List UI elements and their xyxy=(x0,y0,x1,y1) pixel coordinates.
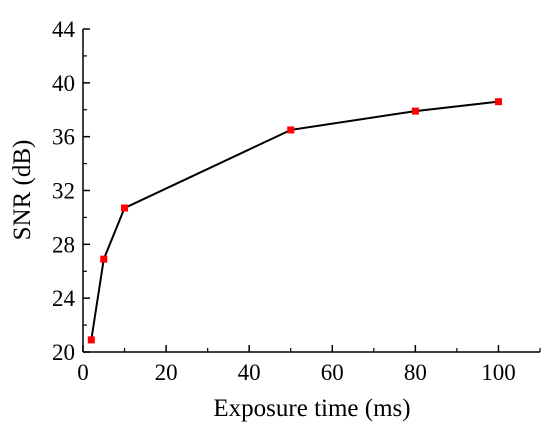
x-tick-label: 80 xyxy=(404,360,427,385)
x-tick-label: 20 xyxy=(155,360,178,385)
y-axis-title: SNR (dB) xyxy=(9,140,36,241)
y-tick-label: 24 xyxy=(52,286,76,311)
y-tick-label: 36 xyxy=(52,125,75,150)
x-tick-label: 40 xyxy=(238,360,261,385)
series-layer xyxy=(87,98,502,344)
x-ticks: 0 20 40 60 80 100 xyxy=(77,345,541,385)
data-point-marker xyxy=(121,204,129,212)
y-ticks: 20 24 28 32 36 40 44 xyxy=(52,17,90,365)
data-point-marker xyxy=(494,98,502,106)
x-tick-label: 100 xyxy=(481,360,516,385)
data-point-marker xyxy=(87,336,95,344)
x-tick-label: 0 xyxy=(77,360,89,385)
y-tick-label: 20 xyxy=(52,340,75,365)
y-tick-label: 40 xyxy=(52,71,75,96)
y-tick-label: 32 xyxy=(52,179,75,204)
y-tick-label: 28 xyxy=(52,232,75,257)
plot-axes xyxy=(82,29,540,353)
series-line xyxy=(90,100,499,341)
data-point-marker xyxy=(411,107,419,115)
data-point-marker xyxy=(287,126,295,134)
x-tick-label: 60 xyxy=(321,360,344,385)
y-tick-label: 44 xyxy=(52,17,76,42)
x-axis-title: Exposure time (ms) xyxy=(213,395,410,422)
data-point-marker xyxy=(100,255,108,263)
